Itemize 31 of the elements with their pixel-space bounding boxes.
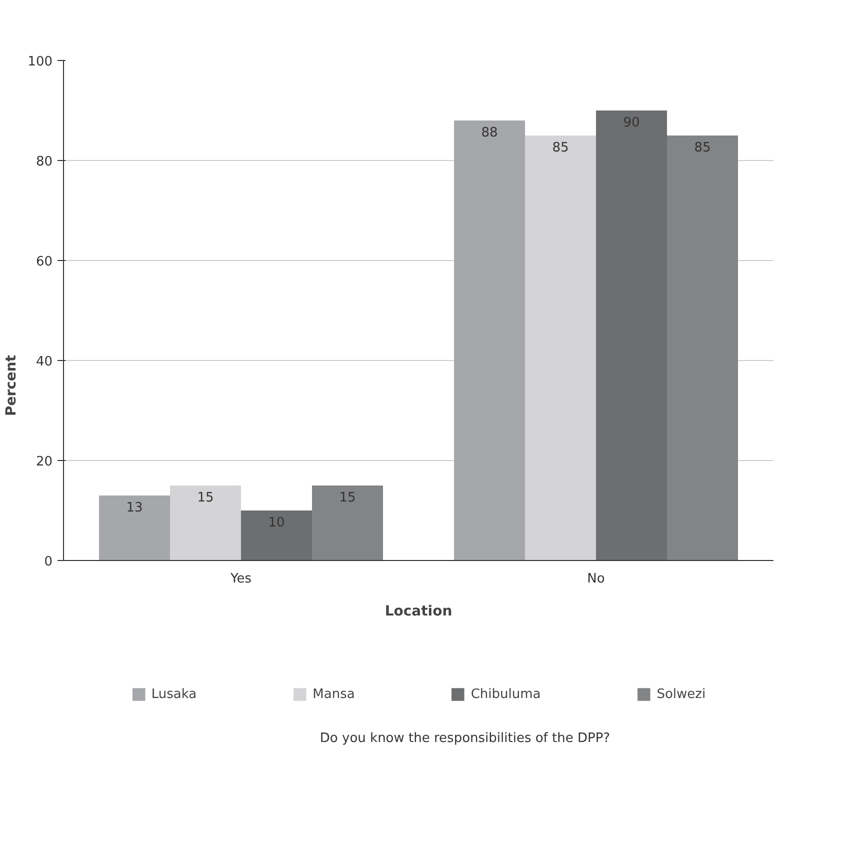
text: Do you know the responsibilities of the DPP?	[320, 730, 610, 748]
data-label: 15	[339, 490, 356, 506]
bar	[454, 120, 525, 560]
x-axis-title: Location	[384, 604, 452, 620]
data-label: 85	[552, 140, 569, 156]
legend-label: Solwezi	[656, 686, 706, 702]
y-tick-label: 80	[36, 154, 53, 170]
bar	[596, 110, 667, 560]
data-label: 88	[481, 126, 498, 140]
bar	[170, 486, 241, 560]
bar	[525, 136, 596, 560]
data-label: 90	[623, 116, 640, 130]
data-label: 10	[268, 516, 285, 530]
y-tick-label: 0	[44, 554, 53, 570]
x-tick-label: No	[587, 572, 605, 586]
y-tick-label: 60	[36, 254, 53, 270]
bar	[99, 496, 170, 560]
y-tick-label: 20	[36, 454, 53, 470]
data-label: 85	[694, 140, 711, 156]
y-tick-label: 40	[36, 354, 53, 370]
legend-label: Lusaka	[151, 686, 197, 702]
y-axis-title: Percent	[4, 354, 20, 416]
x-tick-label: Yes	[230, 572, 252, 586]
legend-label: Chibuluma	[470, 686, 541, 702]
data-label: 13	[126, 500, 143, 516]
data-label: 15	[197, 490, 214, 506]
legend-label: Mansa	[312, 686, 355, 702]
bar	[312, 486, 383, 560]
y-tick-label: 100	[28, 54, 53, 70]
bar	[667, 136, 738, 560]
bar	[241, 510, 312, 560]
